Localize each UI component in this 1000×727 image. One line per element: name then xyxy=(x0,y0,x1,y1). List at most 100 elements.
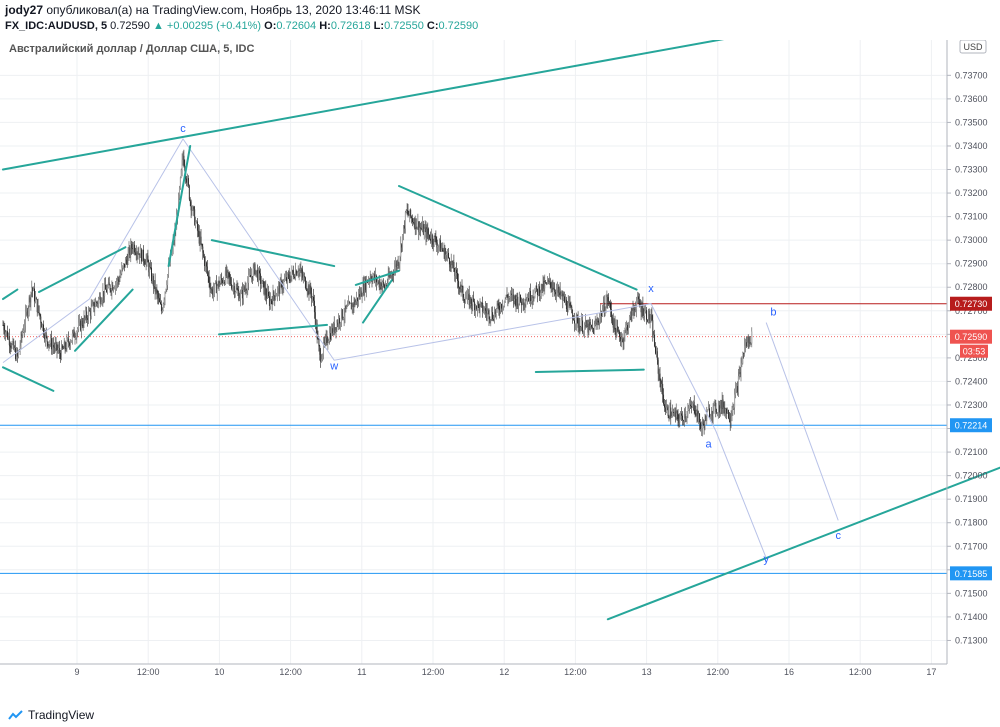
level-price-tag xyxy=(950,566,992,581)
trend-line[interactable] xyxy=(2,34,746,171)
level-price-tag-label: 0.72730 xyxy=(955,299,988,309)
author-name[interactable]: jody27 xyxy=(5,3,44,17)
trend-line[interactable] xyxy=(606,466,1000,621)
candle-body xyxy=(714,402,716,404)
candle-body xyxy=(635,309,637,311)
candle-body xyxy=(710,413,712,417)
candle-body xyxy=(411,216,413,219)
candle-body xyxy=(660,380,662,391)
candle-body xyxy=(470,297,472,304)
candle-body xyxy=(448,252,449,259)
candle-body xyxy=(496,303,498,309)
candle-body xyxy=(692,401,694,404)
wave-label[interactable]: w xyxy=(329,361,338,373)
candle-body xyxy=(3,325,5,331)
wave-label[interactable]: c xyxy=(180,123,186,135)
candle-body xyxy=(568,302,570,304)
candle-body xyxy=(287,273,289,275)
candle-body xyxy=(2,324,4,326)
candle-body xyxy=(218,281,220,287)
candle-body xyxy=(232,286,233,289)
candle-body xyxy=(594,322,596,325)
candle-body xyxy=(646,310,647,320)
candle-body xyxy=(740,364,742,375)
candle-body xyxy=(121,267,123,274)
candle-body xyxy=(443,247,445,252)
candle-body xyxy=(574,320,575,324)
x-tick-label: 16 xyxy=(784,667,794,677)
candle-body xyxy=(637,296,638,302)
candle-body xyxy=(556,287,558,291)
candle-body xyxy=(598,322,600,324)
trend-line[interactable] xyxy=(534,368,645,374)
candle-body xyxy=(508,297,510,300)
trend-line[interactable] xyxy=(38,246,127,293)
candle-body xyxy=(299,269,301,271)
symbol-name[interactable]: FX_IDC:AUDUSD, 5 xyxy=(5,20,108,32)
candle-body xyxy=(115,283,116,289)
wave-label[interactable]: a xyxy=(706,438,713,450)
candle-body xyxy=(242,287,244,299)
wave-label[interactable]: y xyxy=(763,554,769,566)
candle-body xyxy=(374,274,376,280)
candle-body xyxy=(419,227,421,233)
candle-body xyxy=(166,285,168,290)
y-tick-label: 0.73500 xyxy=(955,117,988,127)
candle-body xyxy=(494,311,496,314)
trend-line[interactable] xyxy=(167,144,192,268)
candle-body xyxy=(543,280,545,289)
candle-body xyxy=(552,287,554,290)
candle-body xyxy=(434,235,436,237)
candle-body xyxy=(431,235,433,243)
candle-body xyxy=(531,297,533,301)
trend-line[interactable] xyxy=(210,239,336,268)
candle-body xyxy=(711,413,713,417)
y-tick-label: 0.73400 xyxy=(955,141,988,151)
trend-line[interactable] xyxy=(398,184,638,291)
trend-line[interactable] xyxy=(2,288,19,301)
candle-body xyxy=(507,296,509,300)
trend-line[interactable] xyxy=(218,323,328,336)
y-tick-label: 0.72100 xyxy=(955,447,988,457)
candle-body xyxy=(430,235,432,241)
candle-body xyxy=(483,311,485,312)
projection-path[interactable] xyxy=(765,322,839,521)
wave-label[interactable]: b xyxy=(770,307,776,319)
trend-line[interactable] xyxy=(74,288,134,352)
candle-body xyxy=(687,410,689,416)
candle-body xyxy=(619,336,621,342)
candle-body xyxy=(231,284,233,289)
wave-path[interactable] xyxy=(2,137,767,559)
candle-body xyxy=(583,325,585,332)
candle-body xyxy=(628,316,630,326)
candle-body xyxy=(518,303,520,307)
candle-body xyxy=(150,267,152,269)
candle-body xyxy=(7,331,8,339)
candle-body xyxy=(521,299,523,306)
candle-body xyxy=(19,345,21,350)
candle-body xyxy=(636,301,638,310)
trend-line[interactable] xyxy=(354,269,400,286)
candle-body xyxy=(592,327,594,334)
brand-name: TradingView xyxy=(28,708,95,722)
tradingview-brand[interactable]: TradingView xyxy=(8,708,94,722)
currency-badge[interactable]: USD xyxy=(959,39,987,54)
trend-line[interactable] xyxy=(362,279,393,324)
candle-body xyxy=(526,300,528,302)
candle-body xyxy=(575,314,577,324)
candle-body xyxy=(680,413,682,419)
candle-body xyxy=(556,290,557,295)
candle-body xyxy=(39,313,41,317)
trend-line[interactable] xyxy=(2,366,55,392)
wave-label[interactable]: x xyxy=(648,283,654,295)
candle-body xyxy=(302,273,304,278)
candle-body xyxy=(641,304,643,313)
candle-body xyxy=(523,304,525,306)
candle-body xyxy=(468,293,470,306)
candle-body xyxy=(415,218,417,229)
candle-body xyxy=(14,348,16,350)
wave-label[interactable]: c xyxy=(835,530,841,542)
candle-body xyxy=(103,291,105,297)
